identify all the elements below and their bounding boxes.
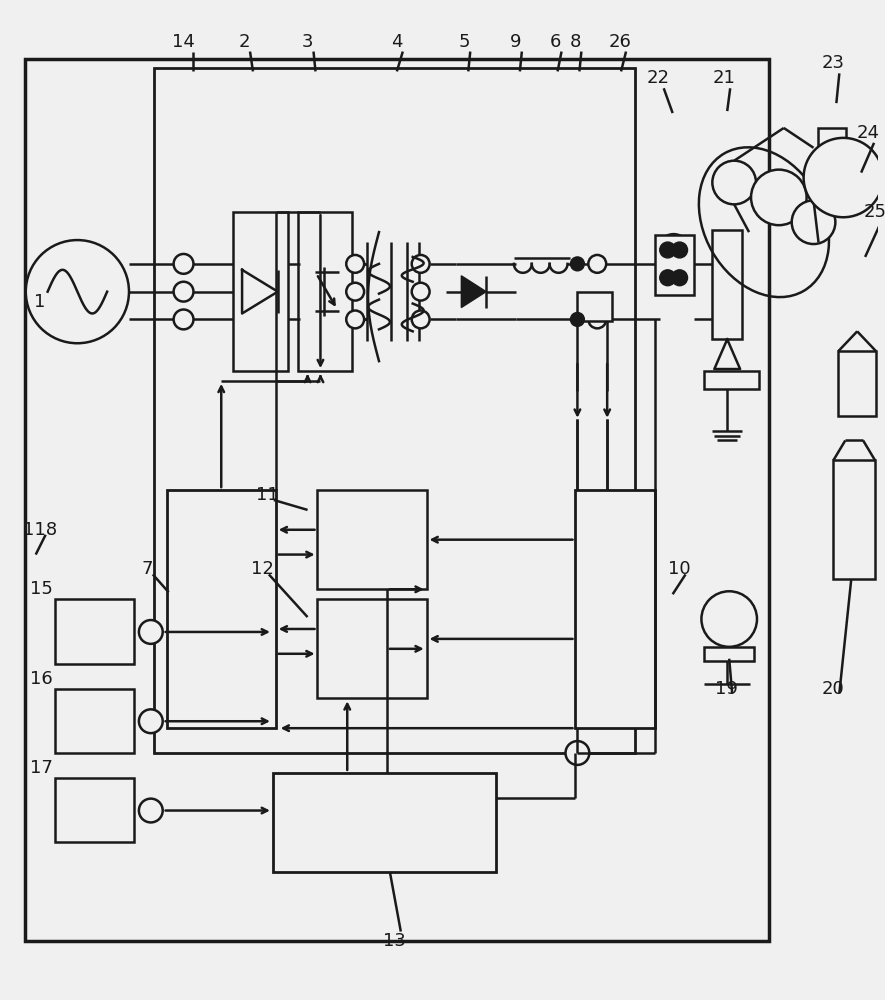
Circle shape — [702, 591, 757, 647]
Bar — [55, 689, 134, 753]
Polygon shape — [242, 270, 278, 313]
Circle shape — [672, 270, 688, 286]
Text: 12: 12 — [251, 560, 274, 578]
Circle shape — [26, 240, 129, 343]
Bar — [233, 212, 288, 371]
Text: 5: 5 — [458, 33, 470, 51]
Text: 23: 23 — [822, 54, 845, 72]
Bar — [25, 59, 769, 941]
Circle shape — [792, 200, 835, 244]
Bar — [273, 773, 496, 872]
Text: 16: 16 — [30, 670, 53, 688]
Text: 13: 13 — [383, 932, 406, 950]
Text: 19: 19 — [715, 680, 738, 698]
Circle shape — [571, 257, 584, 271]
Bar — [166, 490, 276, 728]
Text: 9: 9 — [510, 33, 521, 51]
Bar — [297, 212, 352, 371]
Text: 17: 17 — [30, 759, 53, 777]
Text: 6: 6 — [550, 33, 561, 51]
Text: 14: 14 — [172, 33, 195, 51]
Bar — [575, 490, 655, 728]
Circle shape — [571, 312, 584, 326]
Circle shape — [412, 283, 429, 301]
Circle shape — [589, 311, 606, 328]
Circle shape — [658, 262, 689, 294]
Bar — [834, 460, 875, 579]
Circle shape — [659, 270, 675, 286]
Circle shape — [412, 311, 429, 328]
Text: 21: 21 — [712, 69, 735, 87]
Circle shape — [346, 283, 364, 301]
Circle shape — [589, 255, 606, 273]
Circle shape — [412, 255, 429, 273]
Bar — [318, 490, 427, 589]
Circle shape — [658, 234, 689, 266]
Bar — [55, 599, 134, 664]
Text: 25: 25 — [864, 203, 885, 221]
Circle shape — [751, 170, 806, 225]
Bar — [55, 778, 134, 842]
Circle shape — [173, 282, 194, 302]
Text: 1: 1 — [34, 293, 45, 311]
Bar — [704, 371, 759, 389]
Circle shape — [659, 242, 675, 258]
Bar — [154, 68, 635, 753]
Circle shape — [139, 620, 163, 644]
Circle shape — [566, 741, 589, 765]
Text: 10: 10 — [668, 560, 691, 578]
Bar — [577, 292, 612, 321]
Bar — [655, 235, 695, 295]
Bar — [704, 647, 754, 661]
Text: 3: 3 — [302, 33, 313, 51]
Bar — [712, 230, 743, 339]
Text: 22: 22 — [646, 69, 669, 87]
Circle shape — [139, 709, 163, 733]
Circle shape — [173, 310, 194, 329]
Text: 2: 2 — [238, 33, 250, 51]
Polygon shape — [461, 276, 486, 308]
Circle shape — [139, 799, 163, 822]
Bar — [838, 351, 876, 416]
Circle shape — [804, 138, 883, 217]
Text: 20: 20 — [822, 680, 845, 698]
Text: 118: 118 — [23, 521, 57, 539]
Bar — [318, 599, 427, 698]
Text: 15: 15 — [30, 580, 53, 598]
Circle shape — [173, 254, 194, 274]
Circle shape — [346, 311, 364, 328]
Text: 26: 26 — [609, 33, 632, 51]
Circle shape — [346, 255, 364, 273]
Circle shape — [672, 242, 688, 258]
Text: 4: 4 — [391, 33, 403, 51]
Text: 8: 8 — [570, 33, 581, 51]
Circle shape — [712, 161, 756, 204]
Text: 11: 11 — [257, 486, 280, 504]
Text: 24: 24 — [857, 124, 880, 142]
Bar — [819, 128, 846, 166]
Text: 7: 7 — [141, 560, 152, 578]
